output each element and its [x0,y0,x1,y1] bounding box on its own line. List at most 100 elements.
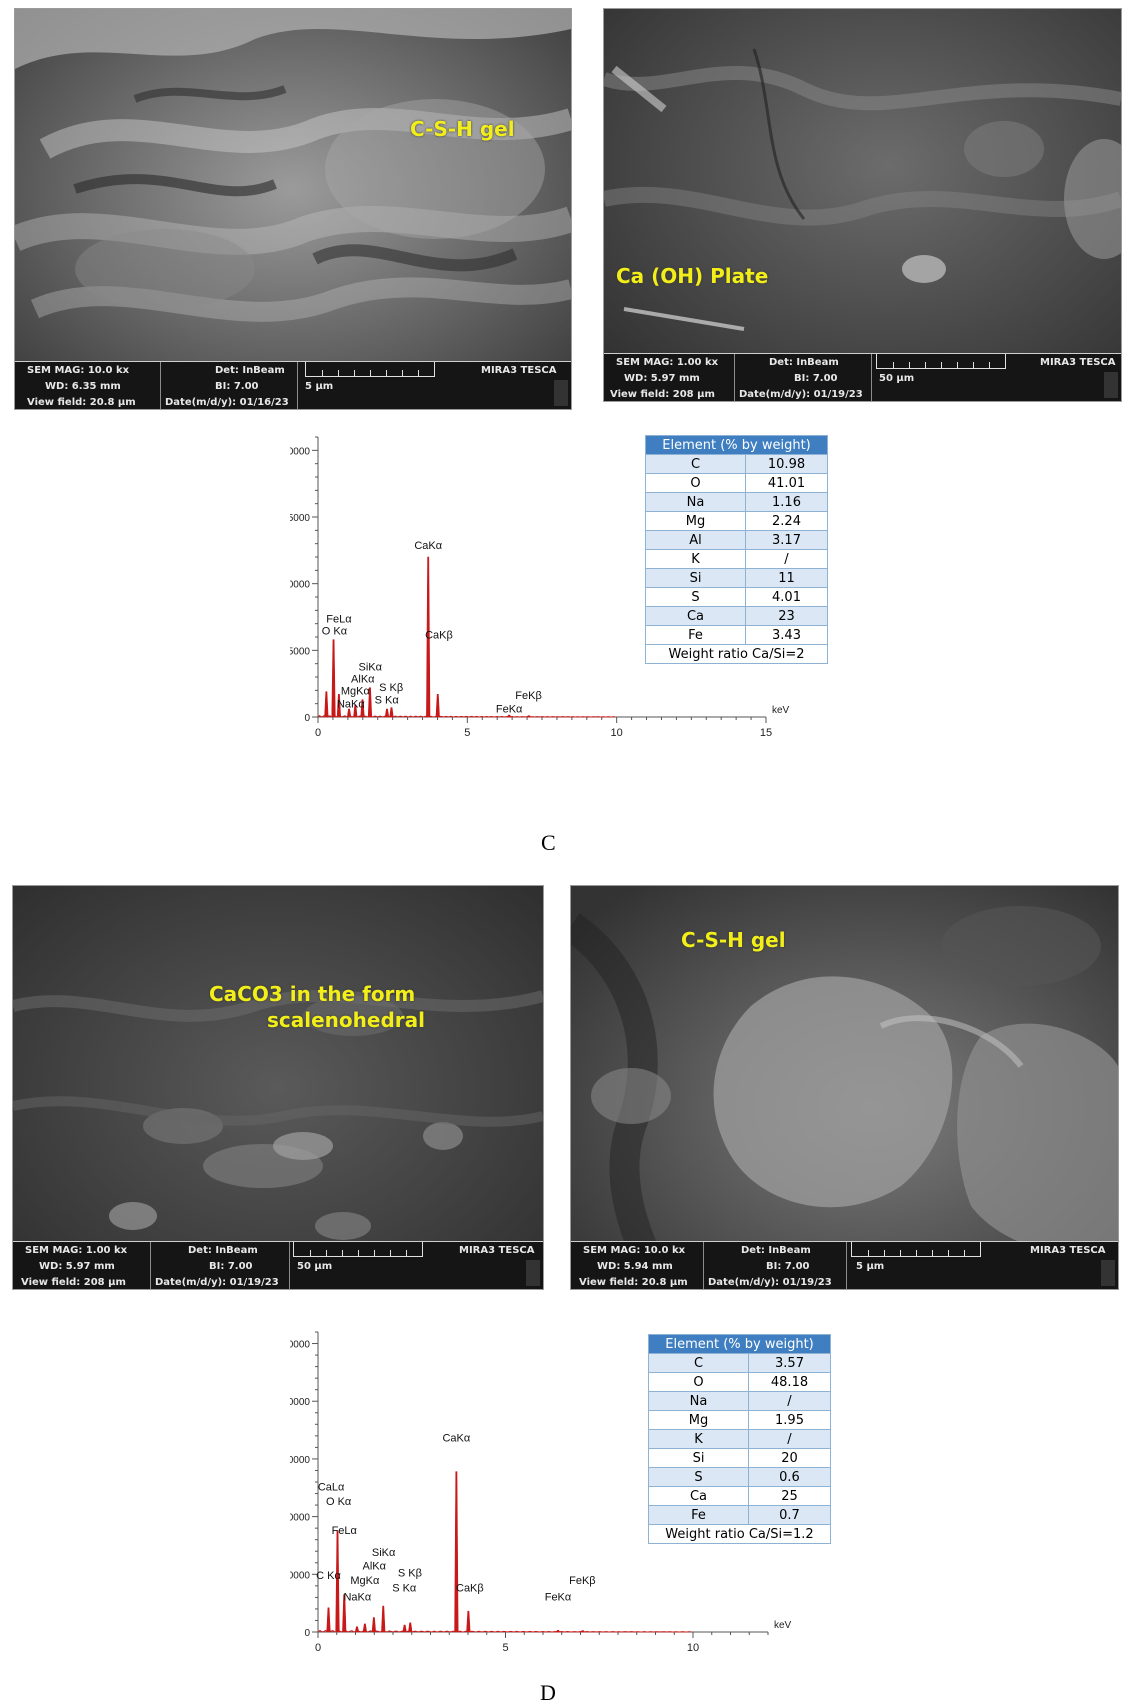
divider [871,354,872,401]
element-cell: Fe [648,1505,749,1525]
peak-label: NaKα [337,699,365,711]
spectrum-peak [389,707,394,718]
spectrum-peak [326,1607,331,1633]
spectrum-peak [426,556,431,718]
peak-label: FeKβ [515,690,542,702]
peak-label: O Kα [322,625,348,637]
sem-texture [604,9,1121,401]
sem-texture [15,9,571,409]
value-cell: 1.16 [745,492,828,512]
value-cell: / [748,1391,831,1411]
element-table-d: Element (% by weight) C 3.57 O 48.18 Na / M… [648,1334,831,1544]
peak-label: S Kα [392,1583,417,1595]
element-cell: Al [645,530,746,550]
sem-scale-bar [876,354,1006,369]
value-cell: 25 [748,1486,831,1506]
sem-wd: WD: 6.35 mm [45,381,121,392]
spectrum-peak [336,694,342,718]
x-tick-label: 10 [687,1642,699,1654]
sem-view-field: View field: 20.8 μm [579,1277,688,1288]
y-tick-label: 0 [304,713,310,724]
table-footer: Weight ratio Ca/Si=2 [645,644,828,664]
sem-det: Det: InBeam [188,1245,258,1256]
sem-wd: WD: 5.97 mm [39,1261,115,1272]
value-cell: 3.17 [745,530,828,550]
element-cell: C [648,1353,749,1373]
peak-label: NaKα [343,1591,371,1603]
element-cell: K [645,549,746,569]
table-row: C 3.57 [648,1353,831,1373]
sem-mag: SEM MAG: 10.0 kx [583,1245,686,1256]
value-cell: / [748,1429,831,1449]
table-row: Ca 23 [645,606,828,626]
peak-label: CaKβ [456,1583,484,1595]
table-row: Na 1.16 [645,492,828,512]
peak-label: CaLα [318,1482,345,1494]
table-row: C 10.98 [645,454,828,474]
spectrum-peak [371,1617,377,1633]
divider [289,1242,290,1289]
spectrum-peak [367,687,373,718]
spectrum-peak [353,704,358,718]
sem-brand: MIRA3 TESCA [481,365,557,376]
value-cell: 3.57 [748,1353,831,1373]
value-cell: 41.01 [745,473,828,493]
element-table-c: Element (% by weight) C 10.98 O 41.01 Na 1.… [645,435,828,664]
table-row: Ca 25 [648,1486,831,1506]
spectrum-peak [360,699,365,718]
sem-bi: BI: 7.00 [209,1261,253,1272]
peak-label: FeKα [545,1591,572,1603]
spectrum-peak [526,715,532,718]
sem-info-bar: SEM MAG: 1.00 kx Det: InBeam MIRA3 TESCA… [604,353,1121,401]
sem-date: Date(m/d/y): 01/19/23 [708,1277,832,1288]
peak-label: S Kβ [398,1568,422,1580]
divider [703,1242,704,1289]
sem-view-field: View field: 208 μm [610,389,715,400]
sem-scale-bar [293,1242,423,1257]
divider [297,362,298,409]
peak-label: O Kα [326,1496,352,1508]
sem-scale-label: 5 μm [856,1261,885,1272]
peak-label: FeKβ [569,1575,596,1587]
sem-label-csh-gel: C-S-H gel [681,928,786,952]
sem-scale-bar [305,362,435,377]
y-tick-label: 40000 [290,1397,310,1408]
peak-label: S Kα [375,695,400,707]
peak-label: AlKα [363,1561,387,1573]
divider [160,362,161,409]
spectrum-peak [402,1624,407,1633]
spectrum-peak [324,691,329,718]
spectrum-peak [435,694,440,718]
peak-label: MgKα [341,685,371,697]
spectrum-baseline [317,1629,692,1633]
peak-label: AlKα [351,673,375,685]
table-row: O 41.01 [645,473,828,493]
element-cell: S [645,587,746,607]
element-cell: Fe [645,625,746,645]
y-tick-label: 15000 [290,513,310,524]
spectrum-peak [362,1623,368,1633]
sem-image-c-left: C-S-H gel SEM MAG: 10.0 kx Det: InBeam M… [14,8,572,410]
sem-wd: WD: 5.97 mm [624,373,700,384]
sem-date: Date(m/d/y): 01/16/23 [165,397,289,408]
peak-label: FeLα [326,613,352,625]
x-axis-label: keV [774,1620,792,1631]
table-row: S 4.01 [645,587,828,607]
sem-label-caco3: CaCO3 in the form [209,982,416,1006]
peak-label: CaKα [414,540,442,552]
sem-corner-block [554,380,568,406]
value-cell: 48.18 [748,1372,831,1392]
element-cell: Si [645,568,746,588]
sem-date: Date(m/d/y): 01/19/23 [739,389,863,400]
spectrum-peak [466,1610,471,1633]
sem-texture [13,886,543,1289]
sem-info-bar: SEM MAG: 1.00 kx Det: InBeam MIRA3 TESCA… [13,1241,543,1289]
y-tick-label: 20000 [290,1513,310,1524]
figure-caption-d: D [540,1680,556,1705]
sem-det: Det: InBeam [769,357,839,368]
sem-corner-block [1104,372,1118,398]
